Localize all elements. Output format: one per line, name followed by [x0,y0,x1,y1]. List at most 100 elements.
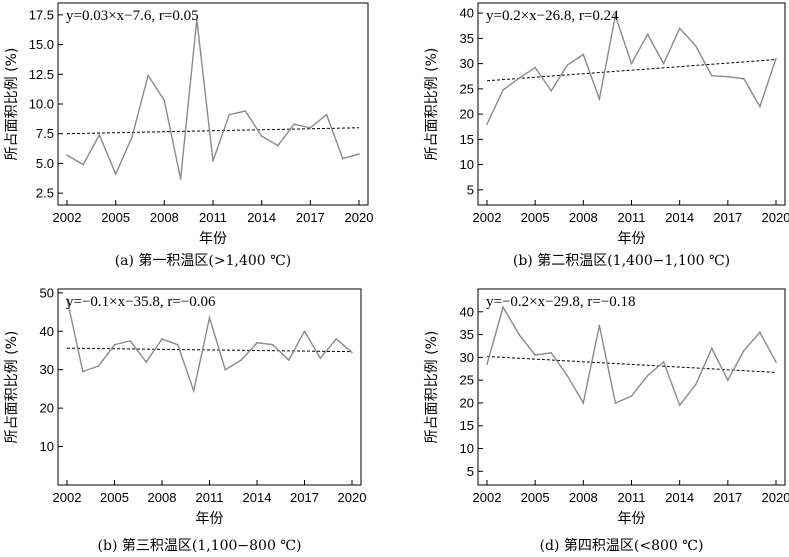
y-tick-label: 35 [460,327,474,342]
data-point [260,135,263,137]
data-point [303,330,306,333]
data-point [502,306,504,309]
y-tick-label: 5 [467,464,474,479]
y-tick-label: 5 [467,182,474,197]
y-tick-label: 25 [460,81,474,96]
regression-equation: y=−0.2×x−29.8, r=−0.18 [486,294,636,310]
x-tick-label: 2017 [713,490,742,505]
data-point [582,53,585,56]
trend-line [486,59,777,82]
data-point [161,338,163,340]
x-tick-label: 2005 [100,490,129,505]
x-tick-label: 2008 [148,490,177,505]
data-point [662,361,665,363]
plot-frame [477,2,786,206]
data-point [256,342,258,344]
regression-equation: y=0.03×x−7.6, r=0.05 [66,8,199,24]
x-tick-label: 2017 [290,490,319,505]
data-point [98,134,101,136]
x-axis-label: 年份 [618,511,646,527]
data-point [224,368,227,371]
x-tick-label: 2020 [762,210,789,225]
plot-frame [477,288,786,486]
data-point [759,331,761,334]
series-line [486,12,777,125]
series-line [486,305,777,407]
data-point [145,361,147,363]
data-point [358,153,360,155]
data-point [177,343,179,346]
y-tick-label: 20 [460,107,474,122]
data-point [240,359,242,361]
data-point [598,98,601,100]
y-tick-label: 35 [460,31,474,46]
y-tick-label: 30 [40,362,54,377]
y-axis-label: 所占面积比例 (%) [424,331,440,444]
data-point [341,157,344,160]
data-point [710,347,713,350]
data-point [228,113,231,116]
x-tick-label: 2020 [345,210,374,225]
x-tick-label: 2014 [665,210,694,225]
data-point [66,297,68,300]
data-point [630,62,633,65]
data-point [630,395,633,397]
data-point [351,351,353,354]
data-point [743,77,745,80]
regression-equation: y=0.2×x−26.8, r=0.24 [486,8,619,24]
data-point [272,343,274,346]
data-point [244,110,247,112]
data-point [319,357,322,359]
x-tick-label: 2011 [199,210,227,225]
x-axis-label: 年份 [618,231,646,247]
data-point [309,126,312,129]
data-point [678,27,681,30]
panel-caption: (d) 第四积温区(<800 ℃) [540,537,704,554]
y-tick-label: 10 [460,441,474,456]
trend-line [66,127,360,135]
data-point [502,89,504,91]
data-point [614,14,617,17]
data-point [212,160,214,162]
regression-equation: y=−0.1×x−35.8, r=−0.06 [66,294,216,310]
data-point [550,90,553,92]
y-tick-label: 10 [40,439,54,454]
data-point [163,99,166,102]
y-tick-label: 12.5 [29,67,54,82]
panel-caption: (b) 第二积温区(1,400−1,100 ℃) [513,252,730,269]
x-tick-label: 2002 [473,210,502,225]
data-point [486,363,488,366]
data-point [179,178,182,180]
chart-panel-1: 2.5 5.0 7.5 10.0 12.5 15.0 17.5 2002 2005 2008 201… [4,2,374,269]
data-point [82,163,85,166]
y-tick-label: 5.0 [36,156,54,171]
trend-line [486,355,777,373]
panel-caption: (a) 第一积温区(>1,400 ℃) [115,252,292,269]
data-point [727,379,729,381]
data-point [566,64,569,66]
data-point [277,144,279,147]
y-tick-label: 10 [460,157,474,172]
x-tick-label: 2020 [338,490,367,505]
y-axis-label: 所占面积比例 (%) [4,331,20,444]
data-point [293,123,295,125]
plot-frame [57,2,369,206]
data-point [614,402,617,404]
trend-line [66,347,353,353]
y-tick-label: 17.5 [29,7,54,22]
panel-caption: (b) 第三积温区(1,100−800 ℃) [98,537,302,554]
series-line [66,19,360,180]
data-point [131,136,133,139]
data-point [646,33,649,36]
x-tick-label: 2008 [569,210,598,225]
x-tick-label: 2002 [53,210,82,225]
data-point [287,359,290,361]
data-point [662,62,665,65]
data-point [646,374,649,377]
y-tick-label: 15.0 [29,37,54,52]
chart-panel-2: 5 10 15 20 25 30 35 40 2002 2005 2008 2011 2014 2017 2… [424,2,789,269]
data-point [147,74,149,77]
y-tick-label: 15 [460,132,474,147]
data-point [518,77,520,80]
